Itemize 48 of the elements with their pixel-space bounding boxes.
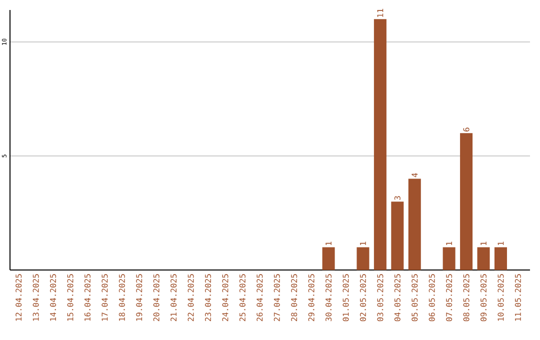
data-label: 1 — [498, 242, 504, 246]
x-tick-label: 06.05.2025 — [428, 274, 435, 322]
data-label: 1 — [326, 242, 332, 246]
x-tick-label: 14.04.2025 — [50, 274, 56, 321]
x-tick-label: 04.05.2025 — [394, 274, 400, 322]
bar — [322, 247, 335, 270]
x-tick-label: 26.04.2025 — [256, 274, 263, 322]
data-label: 3 — [394, 196, 400, 200]
x-tick-label: 12.04.2025 — [16, 274, 22, 321]
bar — [408, 178, 421, 270]
bar — [374, 19, 386, 270]
bar — [460, 133, 473, 270]
x-tick-label: 01.05.2025 — [342, 274, 349, 322]
x-tick-label: 05.05.2025 — [412, 274, 418, 322]
x-tick-label: 15.04.2025 — [67, 274, 74, 321]
x-tick-label: 09.05.2025 — [480, 274, 487, 322]
x-tick-label: 27.04.2025 — [274, 274, 280, 322]
x-tick-label: 10.05.2025 — [498, 274, 504, 321]
data-label: 1 — [360, 242, 366, 246]
bar — [356, 247, 370, 270]
x-tick-label: 28.04.2025 — [291, 274, 298, 322]
x-tick-label: 23.04.2025 — [204, 274, 212, 322]
x-tick-label: 25.04.2025 — [239, 274, 246, 322]
x-tick-label: 19.04.2025 — [136, 274, 142, 321]
x-tick-label: 07.05.2025 — [446, 274, 452, 322]
data-label: 1 — [480, 242, 486, 246]
x-tick-label: 13.04.2025 — [32, 274, 39, 321]
bar — [391, 202, 404, 270]
x-tick-label: 22.04.2025 — [188, 274, 194, 322]
x-tick-label: 20.04.2025 — [153, 274, 160, 322]
data-label: 6 — [463, 128, 470, 132]
x-tick-label: 21.04.2025 — [170, 274, 177, 322]
x-tick-label: 30.04.2025 — [326, 274, 332, 322]
data-label: 1 — [446, 242, 452, 246]
x-tick-label: 24.04.2025 — [222, 274, 228, 322]
x-tick-label: 18.04.2025 — [118, 274, 125, 321]
bar — [494, 247, 507, 270]
data-label: 11 — [377, 8, 384, 17]
x-tick-label: 11.05.2025 — [514, 274, 521, 321]
x-tick-label: 17.04.2025 — [102, 274, 108, 321]
x-tick-label: 29.04.2025 — [308, 274, 314, 322]
x-tick-label: 08.05.2025 — [463, 274, 470, 322]
bar — [442, 247, 456, 270]
x-tick-label: 03.05.2025 — [377, 274, 384, 322]
bar — [477, 247, 490, 270]
data-label: 4 — [412, 173, 418, 178]
x-tick-label: 02.05.2025 — [360, 274, 366, 322]
x-tick-label: 16.04.2025 — [84, 274, 91, 321]
